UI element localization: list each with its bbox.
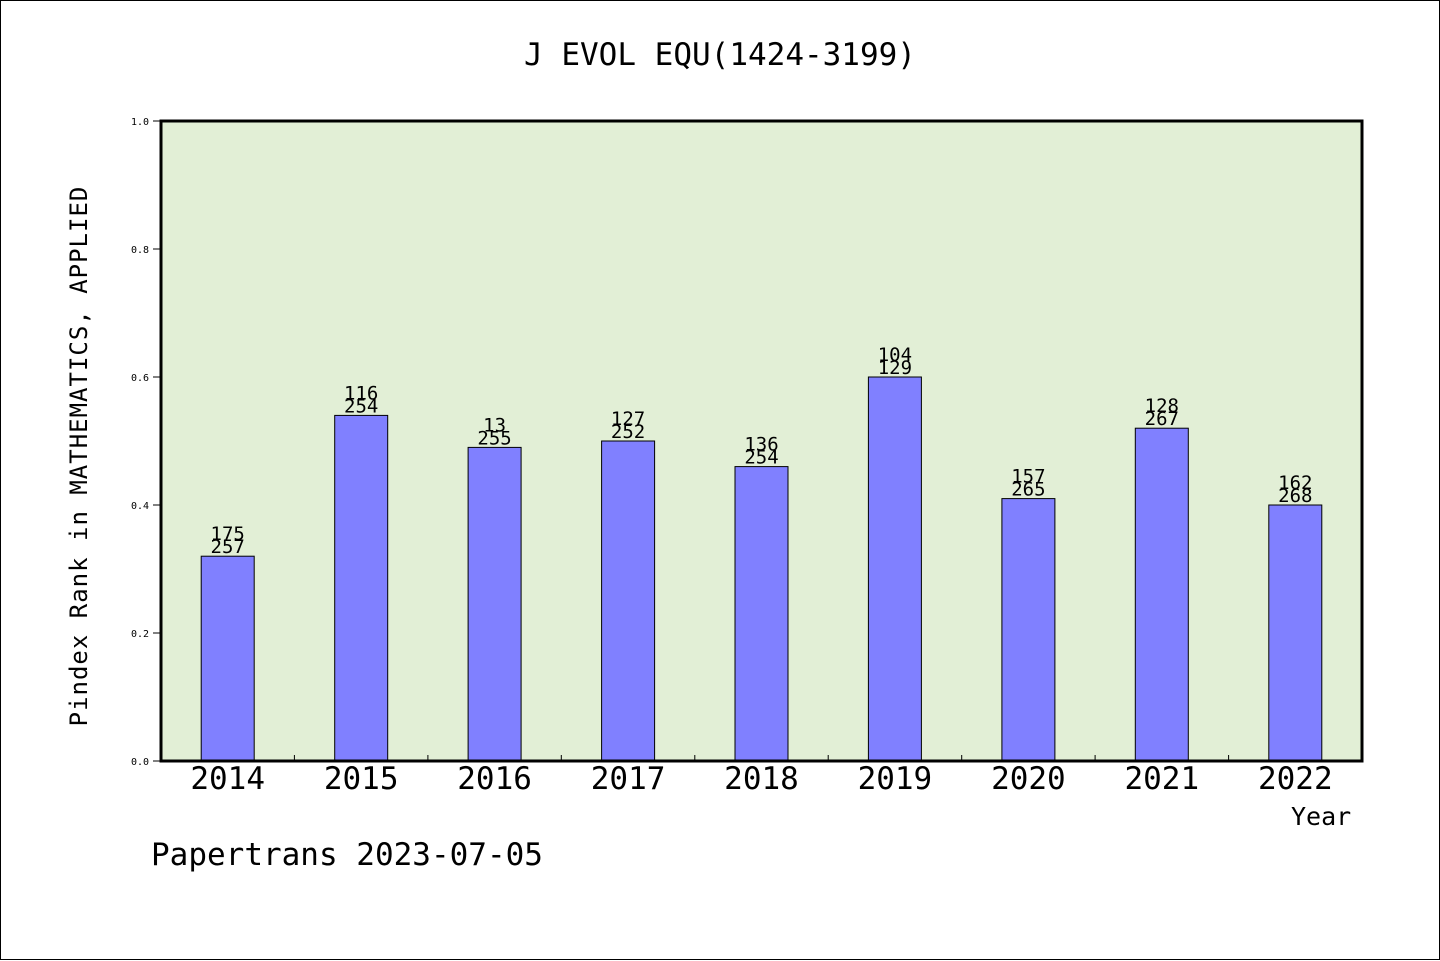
bar-label-bottom-2019: 129	[878, 357, 912, 379]
bar-label-top-2015: 116	[344, 382, 378, 404]
y-tick-label: 0.4	[131, 501, 149, 512]
bar-label-bottom-2014: 257	[211, 536, 245, 558]
x-tick-label-2019: 2019	[858, 761, 933, 797]
x-tick-label-2014: 2014	[190, 761, 265, 797]
x-tick-label-2017: 2017	[591, 761, 666, 797]
bar-2016	[467, 446, 522, 762]
bar-label-top-2021: 128	[1145, 395, 1179, 417]
bar-2021	[1134, 427, 1189, 762]
bar-2014	[200, 555, 255, 762]
bar-label-top-2019: 104	[878, 344, 912, 366]
bar-2020	[1001, 498, 1056, 762]
bar-2015	[334, 414, 389, 762]
y-tick-label: 1.0	[131, 117, 149, 128]
bar-label-bottom-2022: 268	[1278, 485, 1312, 507]
bar-label-bottom-2015: 254	[344, 395, 378, 417]
bar-label-top-2020: 157	[1011, 466, 1045, 488]
x-tick-label-2022: 2022	[1258, 761, 1333, 797]
bar-label-top-2018: 136	[744, 434, 778, 456]
y-tick-label: 0.8	[131, 245, 149, 256]
bar-label-top-2014: 175	[211, 523, 245, 545]
chart-title: J EVOL EQU(1424-3199)	[524, 37, 916, 73]
plot-border	[159, 119, 1364, 763]
bar-2019	[867, 376, 922, 762]
bar-2018	[734, 466, 789, 762]
bar-label-top-2016: 13	[483, 414, 506, 436]
footer-text: Papertrans 2023-07-05	[151, 837, 543, 873]
bar-2017	[601, 440, 656, 762]
bar-label-bottom-2016: 255	[477, 427, 511, 449]
y-tick-label: 0.2	[131, 629, 149, 640]
x-axis-label: Year	[1291, 802, 1352, 831]
bar-label-bottom-2020: 265	[1011, 479, 1045, 501]
bar-label-bottom-2021: 267	[1145, 408, 1179, 430]
x-tick-label-2021: 2021	[1124, 761, 1199, 797]
bar-label-bottom-2017: 252	[611, 421, 645, 443]
bar-2022	[1268, 504, 1323, 762]
y-tick-label: 0.0	[131, 757, 149, 768]
y-tick-label: 0.6	[131, 373, 149, 384]
bar-label-bottom-2018: 254	[744, 447, 778, 469]
x-tick-label-2018: 2018	[724, 761, 799, 797]
x-tick-label-2015: 2015	[324, 761, 399, 797]
x-tick-label-2016: 2016	[457, 761, 532, 797]
bar-label-top-2022: 162	[1278, 472, 1312, 494]
bar-label-top-2017: 127	[611, 408, 645, 430]
x-tick-label-2020: 2020	[991, 761, 1066, 797]
